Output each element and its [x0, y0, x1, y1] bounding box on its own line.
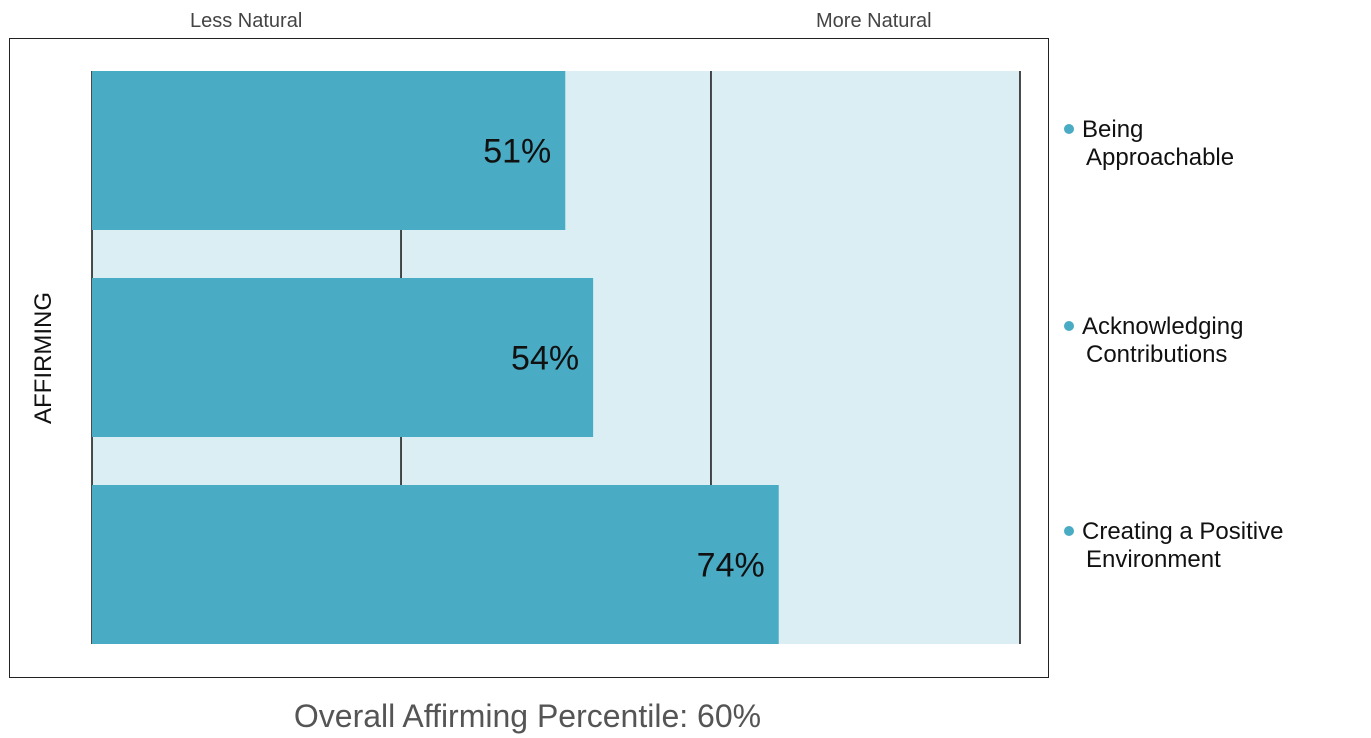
chart-frame: [9, 38, 1049, 678]
overall-percentile: Overall Affirming Percentile: 60%: [293, 698, 762, 734]
legend-line1: Being: [1082, 116, 1144, 143]
bullet-icon: [1064, 320, 1074, 331]
legend-line2: Approachable: [1086, 144, 1235, 171]
bar: [92, 278, 594, 437]
bullet-icon: [1064, 123, 1074, 134]
more-natural-label: More Natural: [816, 10, 932, 32]
legend-item-approachable: Being Approachable: [1064, 116, 1364, 172]
legend-line1: Creating a Positive: [1082, 518, 1284, 545]
legend-item-acknowledging: Acknowledging Contributions: [1064, 313, 1364, 369]
bar-value-label: 54%: [511, 340, 579, 378]
bar-value-label: 51%: [483, 133, 551, 171]
legend-line1: Acknowledging: [1082, 313, 1244, 340]
bar-value-label: 74%: [697, 547, 765, 585]
bar: [92, 71, 566, 230]
legend-line2: Contributions: [1086, 341, 1228, 368]
bar: [92, 485, 779, 644]
less-natural-label: Less Natural: [190, 10, 303, 32]
affirming-label: AFFIRMING: [30, 292, 57, 424]
legend-line2: Environment: [1086, 546, 1221, 573]
legend-item-positive-environment: Creating a Positive Environment: [1064, 518, 1364, 574]
bullet-icon: [1064, 525, 1074, 536]
